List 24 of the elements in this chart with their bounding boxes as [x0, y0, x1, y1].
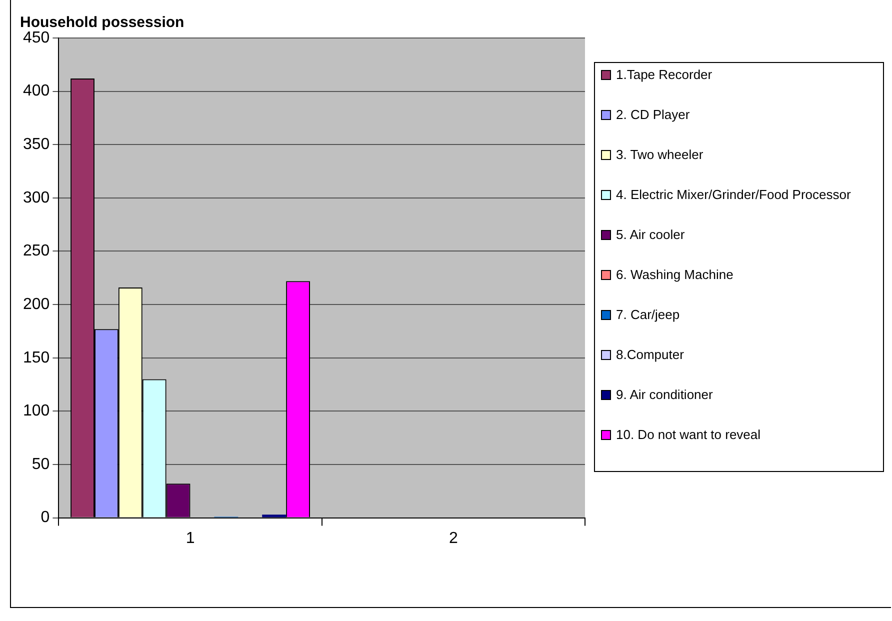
legend-label: 1.Tape Recorder [616, 67, 712, 82]
legend-label: 9. Air conditioner [616, 387, 713, 402]
legend-label: 8.Computer [616, 347, 684, 362]
y-tick-label: 100 [22, 402, 50, 420]
y-tick-label: 350 [22, 136, 50, 154]
y-tick-label: 200 [22, 296, 50, 313]
x-tick-label: 2 [448, 530, 458, 547]
y-tick-label: 250 [22, 242, 50, 260]
y-tick-label: 50 [32, 456, 50, 473]
chart-title: Household possession [20, 14, 184, 32]
bar [262, 514, 286, 518]
legend-label: 5. Air cooler [616, 227, 685, 242]
legend-label: 4. Electric Mixer/Grinder/Food Processor [616, 187, 851, 202]
y-tick-label: 0 [40, 509, 50, 526]
x-tick-label: 1 [186, 530, 195, 547]
legend-label: 2. CD Player [616, 107, 690, 122]
legend-label: 7. Car/jeep [616, 307, 680, 322]
y-tick-label: 450 [22, 29, 50, 46]
y-tick-label: 150 [22, 349, 50, 366]
y-tick-label: 400 [22, 82, 50, 100]
legend-label: 10. Do not want to reveal [616, 427, 761, 442]
y-tick-label: 300 [22, 189, 50, 206]
legend-label: 3. Two wheeler [616, 147, 704, 162]
legend-label: 6. Washing Machine [616, 267, 734, 282]
